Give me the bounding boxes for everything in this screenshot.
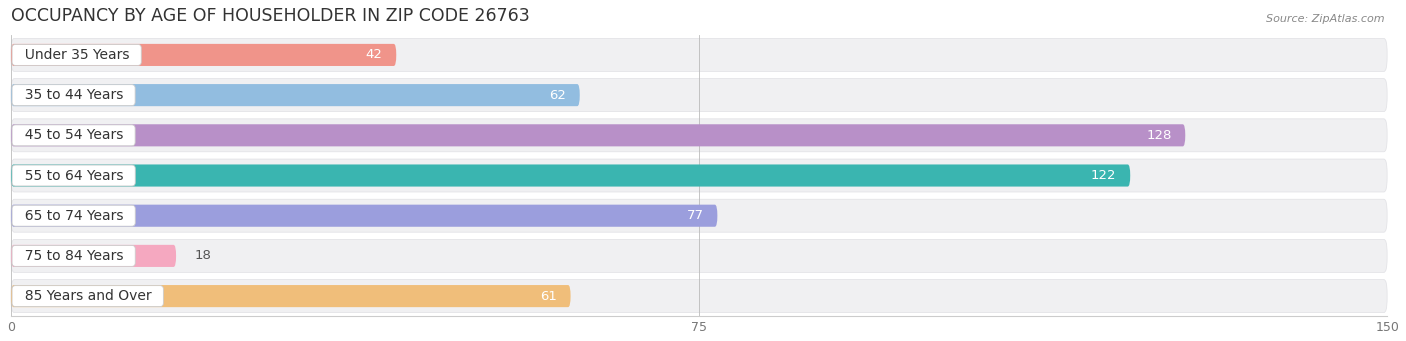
- Text: Under 35 Years: Under 35 Years: [15, 48, 138, 62]
- Text: 65 to 74 Years: 65 to 74 Years: [15, 209, 132, 223]
- Text: 85 Years and Over: 85 Years and Over: [15, 289, 160, 303]
- Text: 122: 122: [1091, 169, 1116, 182]
- Text: 62: 62: [550, 89, 567, 102]
- FancyBboxPatch shape: [11, 159, 1388, 192]
- Text: 42: 42: [366, 48, 382, 61]
- Text: 61: 61: [540, 290, 557, 302]
- Text: OCCUPANCY BY AGE OF HOUSEHOLDER IN ZIP CODE 26763: OCCUPANCY BY AGE OF HOUSEHOLDER IN ZIP C…: [11, 7, 530, 25]
- FancyBboxPatch shape: [11, 245, 176, 267]
- FancyBboxPatch shape: [11, 205, 717, 227]
- FancyBboxPatch shape: [11, 84, 579, 106]
- FancyBboxPatch shape: [11, 239, 1388, 272]
- Text: Source: ZipAtlas.com: Source: ZipAtlas.com: [1267, 14, 1385, 24]
- Text: 35 to 44 Years: 35 to 44 Years: [15, 88, 132, 102]
- FancyBboxPatch shape: [11, 124, 1185, 146]
- FancyBboxPatch shape: [11, 285, 571, 307]
- Text: 45 to 54 Years: 45 to 54 Years: [15, 128, 132, 142]
- FancyBboxPatch shape: [11, 44, 396, 66]
- FancyBboxPatch shape: [11, 39, 1388, 71]
- Text: 128: 128: [1146, 129, 1171, 142]
- Text: 18: 18: [194, 249, 211, 263]
- FancyBboxPatch shape: [11, 280, 1388, 313]
- FancyBboxPatch shape: [11, 119, 1388, 152]
- FancyBboxPatch shape: [11, 164, 1130, 187]
- FancyBboxPatch shape: [11, 79, 1388, 112]
- FancyBboxPatch shape: [11, 199, 1388, 232]
- Text: 55 to 64 Years: 55 to 64 Years: [15, 168, 132, 182]
- Text: 75 to 84 Years: 75 to 84 Years: [15, 249, 132, 263]
- Text: 77: 77: [686, 209, 703, 222]
